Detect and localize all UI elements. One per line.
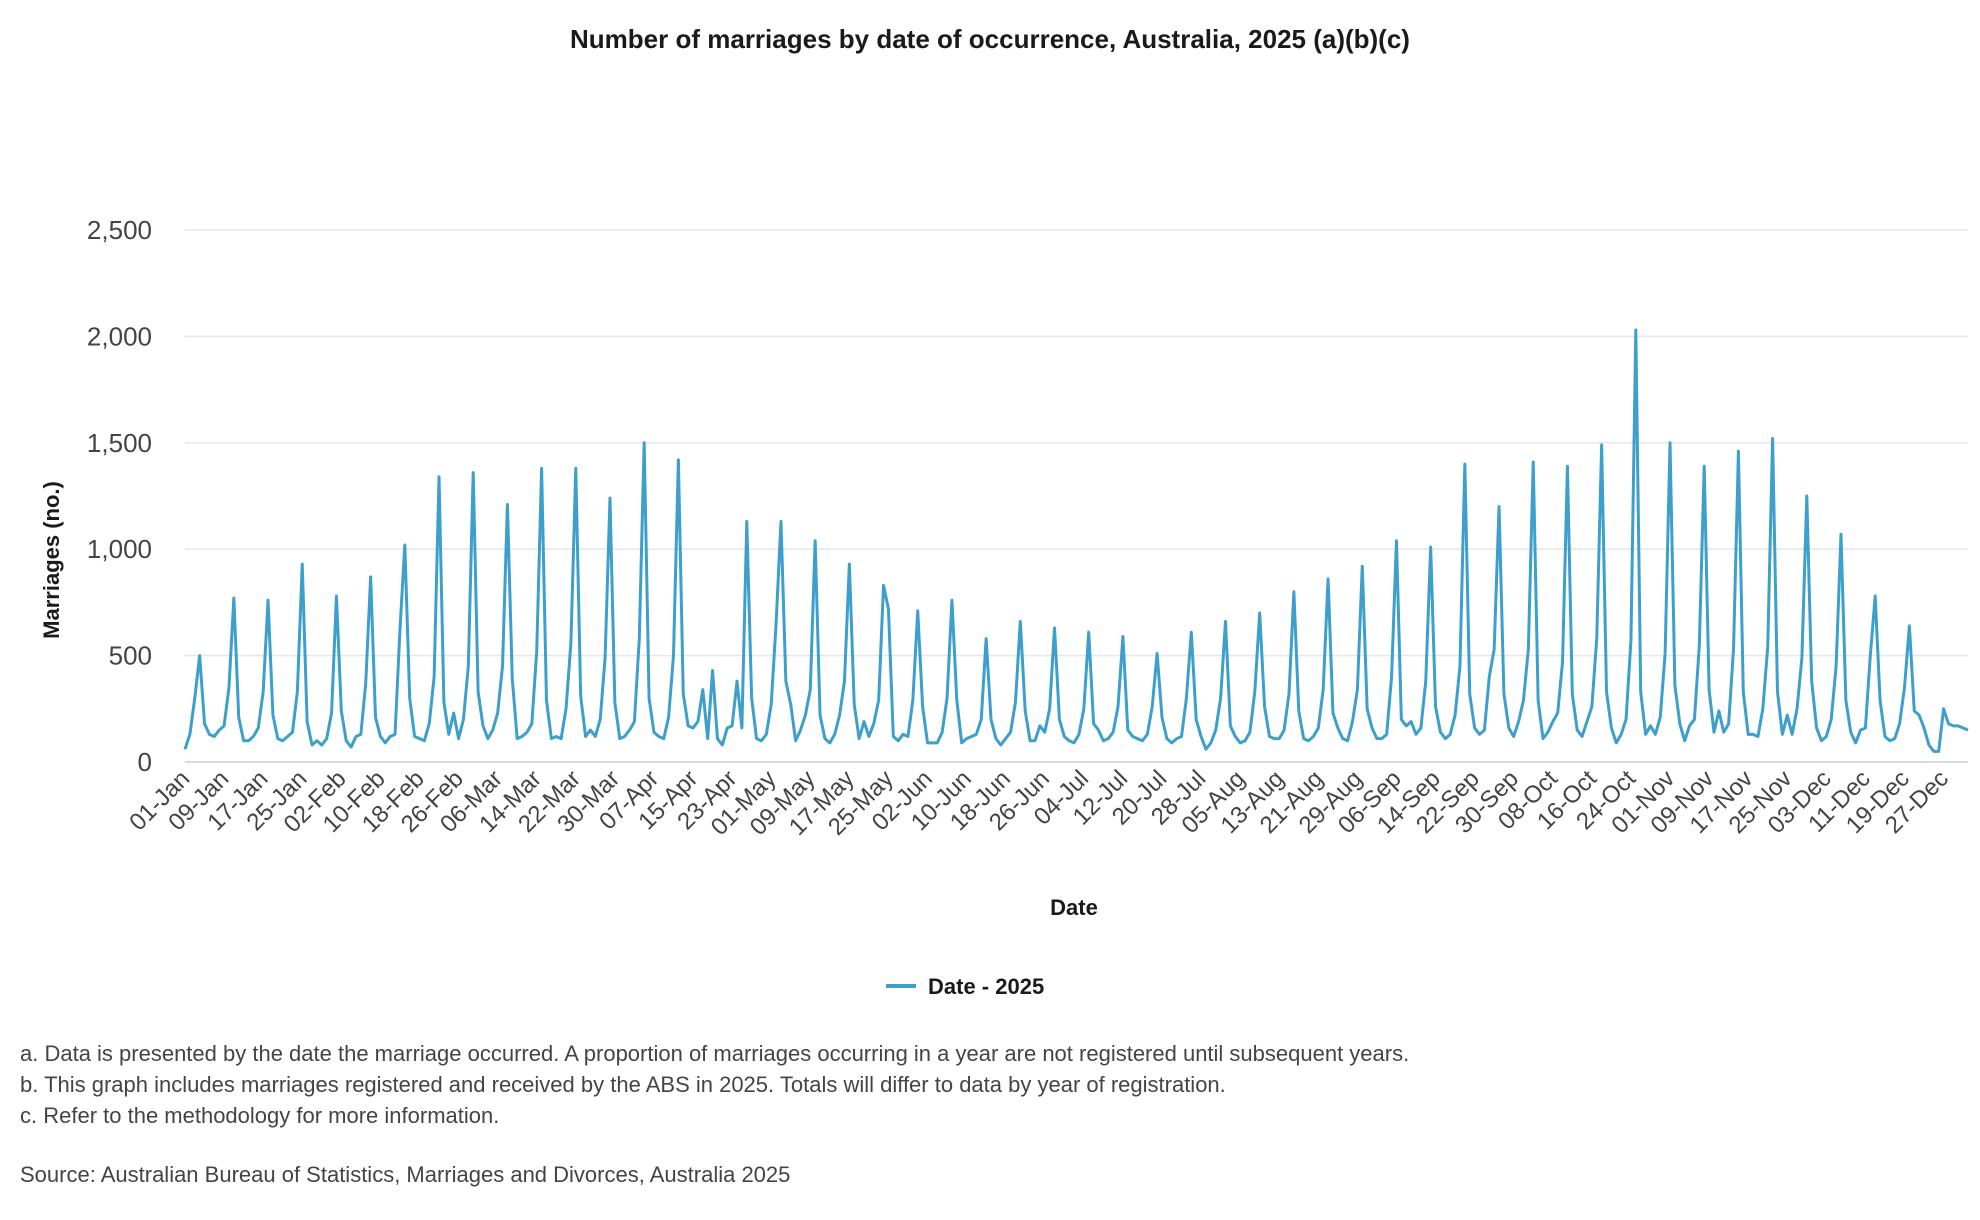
y-tick-label: 1,000 bbox=[87, 534, 152, 564]
y-axis-label: Marriages (no.) bbox=[39, 481, 64, 639]
footnote-a: a. Data is presented by the date the mar… bbox=[20, 1041, 1410, 1066]
legend-label: Date - 2025 bbox=[928, 974, 1044, 999]
y-tick-label: 1,500 bbox=[87, 428, 152, 458]
y-tick-label: 2,500 bbox=[87, 215, 152, 245]
y-tick-label: 500 bbox=[109, 641, 152, 671]
x-axis-label: Date bbox=[1050, 895, 1098, 920]
gridlines bbox=[185, 229, 1968, 763]
series-line[interactable] bbox=[183, 328, 1969, 753]
chart-title: Number of marriages by date of occurrenc… bbox=[570, 24, 1410, 54]
y-tick-label: 0 bbox=[138, 747, 152, 777]
x-tick-labels: 01-Jan09-Jan17-Jan25-Jan02-Feb10-Feb18-F… bbox=[124, 765, 1954, 841]
footnote-b: b. This graph includes marriages registe… bbox=[20, 1072, 1226, 1097]
footnote-c: c. Refer to the methodology for more inf… bbox=[20, 1103, 500, 1128]
legend[interactable]: Date - 2025 bbox=[886, 974, 1044, 999]
y-tick-labels: 0 500 1,000 1,500 2,000 2,500 bbox=[87, 215, 152, 777]
chart-plot: 0 500 1,000 1,500 2,000 2,500 01-Jan09-Jan17-… bbox=[39, 215, 1969, 999]
source-note: Source: Australian Bureau of Statistics,… bbox=[20, 1162, 791, 1187]
footnotes: a. Data is presented by the date the mar… bbox=[20, 1038, 1409, 1131]
y-tick-label: 2,000 bbox=[87, 321, 152, 351]
